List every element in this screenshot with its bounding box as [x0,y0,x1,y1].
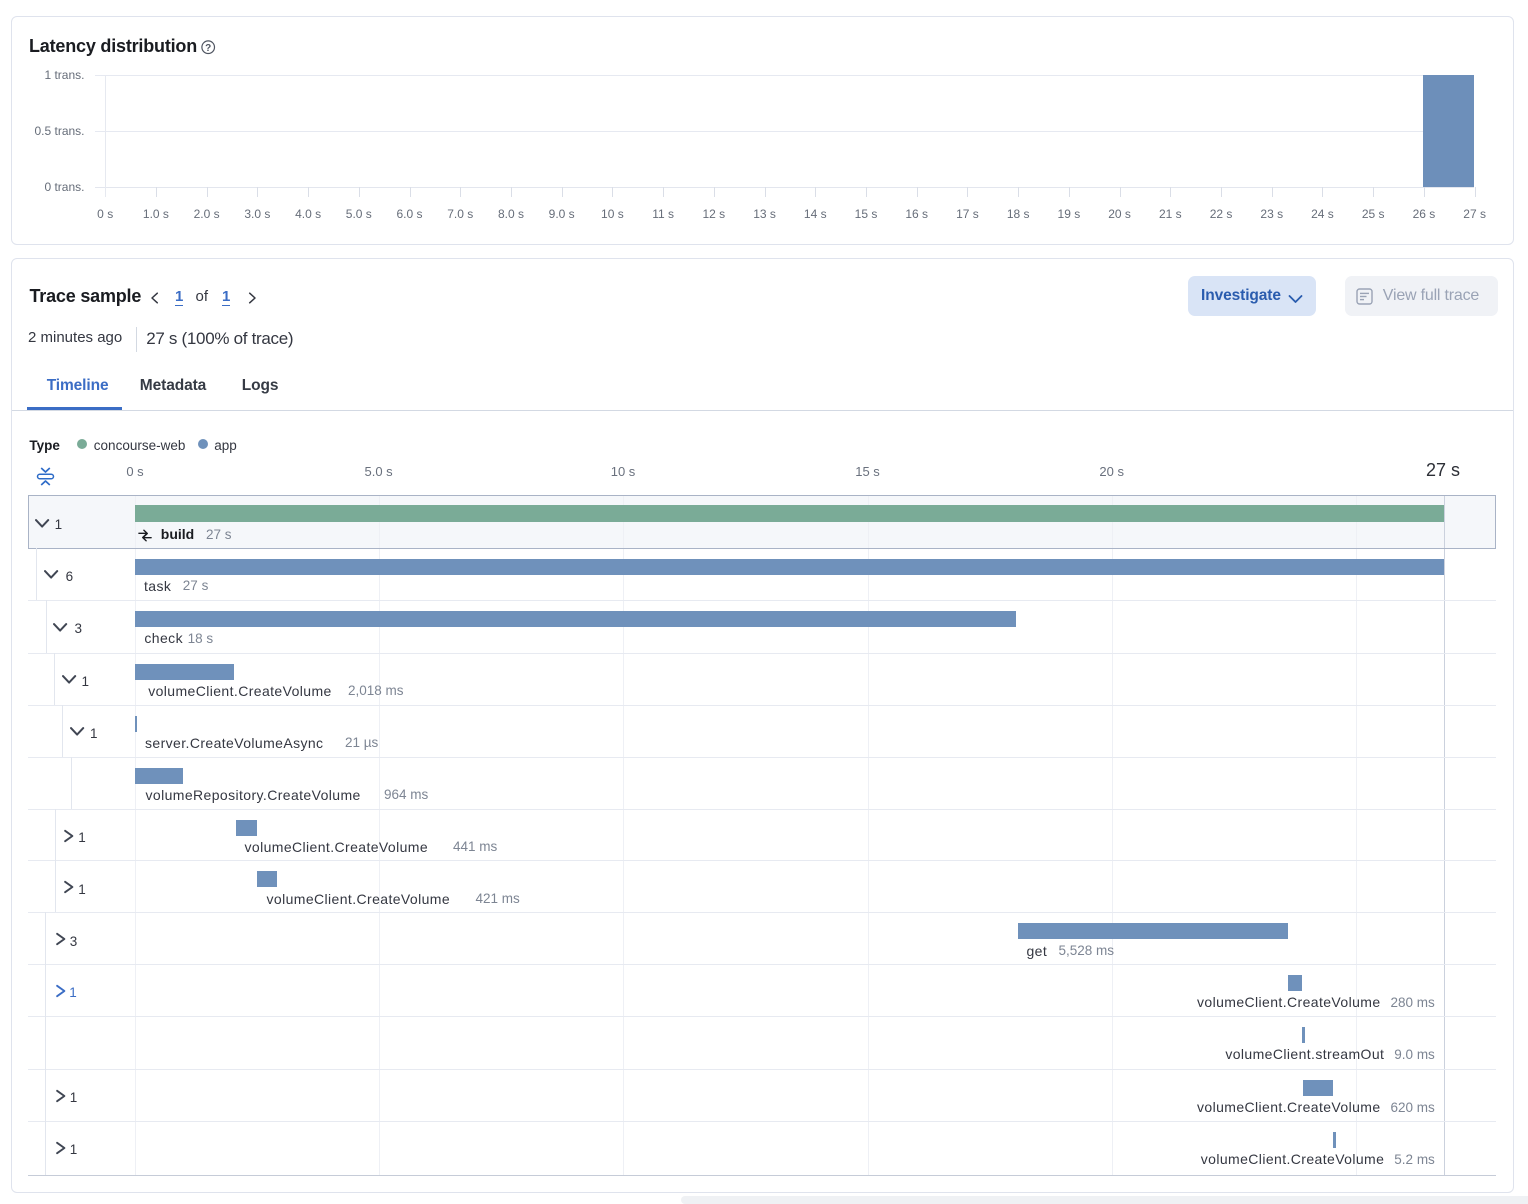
svg-text:?: ? [205,43,211,54]
